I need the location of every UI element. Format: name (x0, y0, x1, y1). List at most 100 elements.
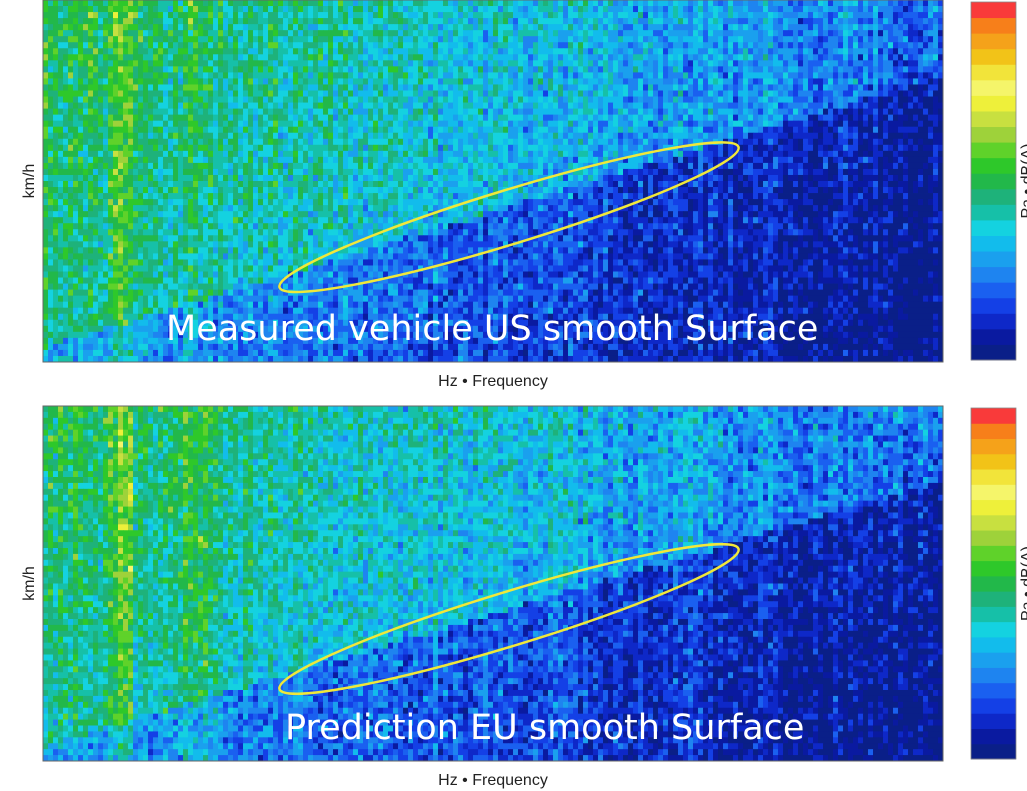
heatmap-cell (343, 60, 348, 66)
heatmap-cell (128, 72, 133, 78)
heatmap-cell (468, 18, 473, 24)
heatmap-cell (193, 103, 198, 109)
heatmap-cell (243, 12, 248, 18)
heatmap-cell (623, 97, 628, 103)
heatmap-cell (698, 24, 703, 30)
heatmap-cell (278, 66, 283, 72)
heatmap-cell (898, 127, 903, 133)
heatmap-cell (343, 78, 348, 84)
heatmap-cell (383, 115, 388, 121)
heatmap-cell (473, 91, 478, 97)
heatmap-cell (513, 163, 518, 169)
heatmap-cell (578, 72, 583, 78)
heatmap-cell (323, 91, 328, 97)
heatmap-cell (598, 42, 603, 48)
heatmap-cell (303, 12, 308, 18)
heatmap-cell (148, 84, 153, 90)
heatmap-cell (63, 91, 68, 97)
heatmap-cell (438, 121, 443, 127)
heatmap-cell (308, 139, 313, 145)
heatmap-cell (478, 84, 483, 90)
heatmap-cell (528, 42, 533, 48)
heatmap-cell (703, 78, 708, 84)
heatmap-cell (658, 30, 663, 36)
heatmap-cell (853, 97, 858, 103)
heatmap-cell (568, 115, 573, 121)
heatmap-cell (58, 12, 63, 18)
heatmap-cell (73, 0, 78, 6)
heatmap-cell (898, 72, 903, 78)
heatmap-cell (558, 127, 563, 133)
heatmap-cell (388, 60, 393, 66)
heatmap-cell (643, 78, 648, 84)
heatmap-cell (183, 127, 188, 133)
heatmap-cell (118, 115, 123, 121)
heatmap-cell (683, 30, 688, 36)
heatmap-cell (883, 115, 888, 121)
heatmap-cell (118, 42, 123, 48)
heatmap-cell (188, 0, 193, 6)
heatmap-cell (308, 109, 313, 115)
heatmap-cell (338, 30, 343, 36)
heatmap-cell (88, 163, 93, 169)
heatmap-cell (243, 157, 248, 163)
heatmap-cell (248, 6, 253, 12)
heatmap-cell (888, 133, 893, 139)
heatmap-cell (468, 72, 473, 78)
heatmap-cell (628, 121, 633, 127)
heatmap-cell (603, 48, 608, 54)
heatmap-cell (778, 0, 783, 6)
heatmap-cell (468, 24, 473, 30)
heatmap-cell (338, 109, 343, 115)
heatmap-cell (518, 163, 523, 169)
heatmap-cell (353, 24, 358, 30)
heatmap-cell (153, 133, 158, 139)
heatmap-cell (63, 84, 68, 90)
heatmap-cell (608, 103, 613, 109)
heatmap-cell (318, 151, 323, 157)
heatmap-cell (588, 54, 593, 60)
heatmap-cell (668, 66, 673, 72)
heatmap-cell (423, 133, 428, 139)
heatmap-cell (473, 121, 478, 127)
heatmap-cell (128, 97, 133, 103)
heatmap-cell (533, 30, 538, 36)
heatmap-cell (63, 36, 68, 42)
heatmap-cell (588, 151, 593, 157)
heatmap-cell (403, 103, 408, 109)
heatmap-cell (633, 24, 638, 30)
heatmap-cell (623, 36, 628, 42)
heatmap-cell (358, 139, 363, 145)
heatmap-cell (378, 84, 383, 90)
heatmap-cell (388, 48, 393, 54)
heatmap-cell (678, 91, 683, 97)
heatmap-cell (523, 157, 528, 163)
heatmap-cell (863, 30, 868, 36)
heatmap-cell (213, 139, 218, 145)
heatmap-cell (318, 103, 323, 109)
heatmap-cell (293, 103, 298, 109)
heatmap-cell (668, 60, 673, 66)
heatmap-cell (208, 18, 213, 24)
heatmap-cell (513, 157, 518, 163)
heatmap-cell (78, 91, 83, 97)
heatmap-cell (418, 121, 423, 127)
heatmap-cell (303, 78, 308, 84)
heatmap-cell (883, 121, 888, 127)
heatmap-cell (933, 91, 938, 97)
heatmap-cell (843, 0, 848, 6)
heatmap-cell (48, 97, 53, 103)
heatmap-cell (513, 12, 518, 18)
heatmap-cell (793, 133, 798, 139)
heatmap-cell (638, 48, 643, 54)
heatmap-cell (338, 91, 343, 97)
heatmap-cell (573, 127, 578, 133)
heatmap-cell (528, 91, 533, 97)
heatmap-cell (153, 72, 158, 78)
heatmap-cell (863, 72, 868, 78)
heatmap-cell (213, 54, 218, 60)
heatmap-cell (238, 109, 243, 115)
heatmap-cell (508, 163, 513, 169)
heatmap-cell (453, 91, 458, 97)
heatmap-cell (373, 78, 378, 84)
